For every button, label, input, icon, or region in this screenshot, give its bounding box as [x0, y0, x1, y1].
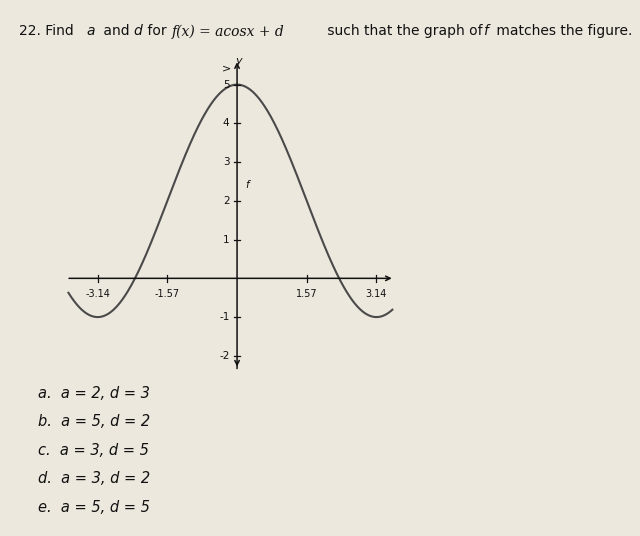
Text: -3.14: -3.14 — [85, 289, 110, 299]
Text: a: a — [86, 24, 95, 38]
Text: matches the figure.: matches the figure. — [492, 24, 632, 38]
Text: 5: 5 — [223, 80, 230, 90]
Text: 22. Find: 22. Find — [19, 24, 78, 38]
Text: -2: -2 — [219, 351, 230, 361]
Text: b.  a = 5, d = 2: b. a = 5, d = 2 — [38, 414, 150, 429]
Text: such that the graph of: such that the graph of — [323, 24, 487, 38]
Text: e.  a = 5, d = 5: e. a = 5, d = 5 — [38, 500, 150, 515]
Text: 1.57: 1.57 — [296, 289, 317, 299]
Text: 3.14: 3.14 — [365, 289, 387, 299]
Text: d: d — [133, 24, 142, 38]
Text: >: > — [221, 63, 231, 73]
Text: f(x) = acosx + d: f(x) = acosx + d — [172, 24, 284, 39]
Text: and: and — [99, 24, 134, 38]
Text: c.  a = 3, d = 5: c. a = 3, d = 5 — [38, 443, 149, 458]
Text: 1: 1 — [223, 235, 230, 244]
Text: 2: 2 — [223, 196, 230, 206]
Text: f: f — [245, 180, 249, 190]
Text: y: y — [235, 56, 241, 65]
Text: d.  a = 3, d = 2: d. a = 3, d = 2 — [38, 471, 150, 486]
Text: 4: 4 — [223, 118, 230, 128]
Text: 3: 3 — [223, 157, 230, 167]
Text: for: for — [143, 24, 171, 38]
Text: a.  a = 2, d = 3: a. a = 2, d = 3 — [38, 386, 150, 401]
Text: f: f — [483, 24, 488, 38]
Text: -1.57: -1.57 — [155, 289, 180, 299]
Text: -1: -1 — [219, 312, 230, 322]
